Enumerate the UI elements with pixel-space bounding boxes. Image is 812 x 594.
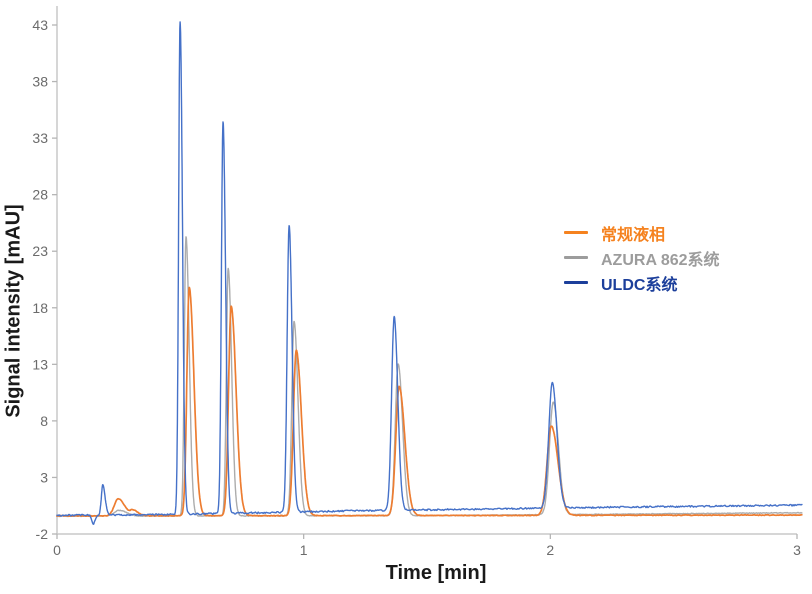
x-tick-label: 3 xyxy=(793,542,801,558)
x-axis-title: Time [min] xyxy=(385,562,487,584)
y-tick-label: 18 xyxy=(32,300,48,316)
legend-line-swatch-icon xyxy=(564,256,588,259)
y-tick-label: 13 xyxy=(32,356,48,372)
legend-label: AZURA 862系统 xyxy=(601,251,720,269)
legend-item-uldc: ULDC系统 xyxy=(564,270,720,295)
y-tick-label: 23 xyxy=(32,243,48,259)
legend-item-azura-862: AZURA 862系统 xyxy=(564,245,720,270)
x-tick-label: 1 xyxy=(300,542,308,558)
trace-常规液相 xyxy=(56,286,803,518)
x-tick-label: 0 xyxy=(53,542,61,558)
y-axis-title: Signal intensity [mAU] xyxy=(2,204,25,418)
x-tick-label: 2 xyxy=(546,542,554,558)
legend-item-conventional-hplc: 常规液相 xyxy=(564,220,720,245)
y-tick-label: 33 xyxy=(32,130,48,146)
y-tick-label: 8 xyxy=(40,413,48,429)
legend-line-swatch-icon xyxy=(564,231,588,234)
legend-line-swatch-icon xyxy=(564,281,588,284)
trace-ULDC系统 xyxy=(56,21,803,525)
y-tick-label: 43 xyxy=(32,17,48,33)
legend-label: ULDC系统 xyxy=(601,276,678,294)
y-tick-label: 38 xyxy=(32,74,48,90)
legend: 常规液相 AZURA 862系统 ULDC系统 xyxy=(564,220,720,295)
y-tick-label: 28 xyxy=(32,187,48,203)
legend-label: 常规液相 xyxy=(601,226,666,244)
y-tick-label: 3 xyxy=(40,469,48,485)
y-tick-label: -2 xyxy=(36,526,49,542)
